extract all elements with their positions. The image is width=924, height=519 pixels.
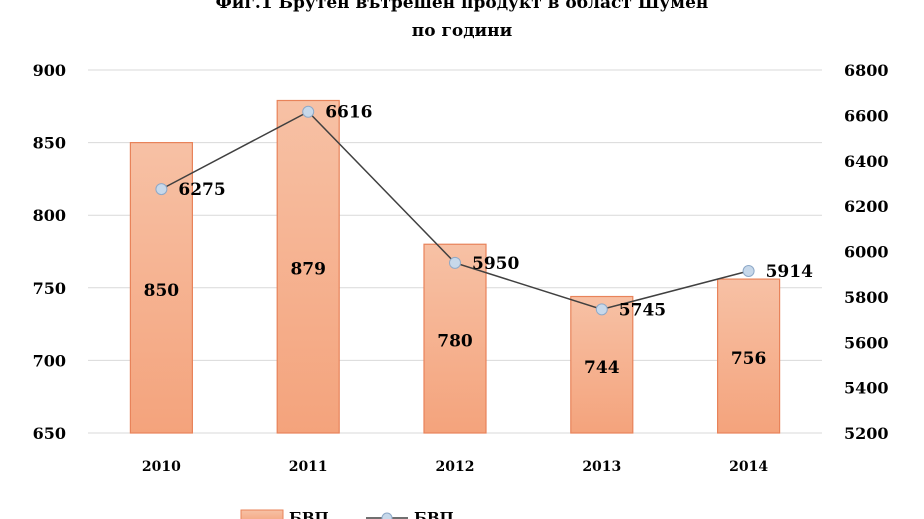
left-tick-label: 900	[33, 61, 66, 80]
bar	[570, 295, 634, 434]
right-tick-label: 5800	[844, 288, 889, 307]
x-tick-label: 2014	[729, 459, 768, 475]
x-axis: 2010 2011 2012 2013 2014	[142, 459, 768, 475]
right-axis: 5200 5400 5600 5800 6000 6200 6400 6600 6800	[844, 61, 889, 443]
legend-line-marker	[381, 512, 393, 519]
right-tick-label: 6800	[844, 61, 889, 80]
x-tick-label: 2012	[436, 459, 475, 475]
bar	[716, 278, 781, 434]
line-data-label: 6275	[178, 180, 225, 200]
right-tick-label: 6200	[844, 197, 889, 216]
right-tick-label: 6000	[844, 243, 889, 262]
bar-data-label: 756	[731, 349, 767, 369]
chart-subtitle: по години	[412, 21, 513, 41]
x-tick-label: 2013	[582, 459, 621, 475]
bar-data-label: 780	[437, 332, 473, 352]
line-point	[155, 183, 168, 196]
line-data-label: 5745	[619, 300, 666, 320]
x-tick-label: 2011	[289, 459, 328, 475]
bar-data-labels: 850 879 780 744 756	[144, 260, 767, 378]
line-data-label: 5914	[766, 262, 813, 282]
right-tick-label: 6600	[844, 106, 889, 125]
bar-data-label: 879	[290, 260, 326, 280]
left-tick-label: 800	[33, 206, 66, 225]
line-data-label: 5950	[472, 254, 519, 274]
left-axis: 650 700 750 800 850 900	[33, 61, 66, 443]
legend-bar-swatch	[240, 509, 284, 519]
bar	[423, 243, 487, 434]
bar-data-label: 850	[144, 281, 180, 301]
x-tick-label: 2010	[142, 459, 181, 475]
legend-line-label: БВП	[414, 509, 454, 519]
legend: БВП БВП	[240, 509, 454, 519]
line-point	[595, 303, 608, 316]
line-point	[449, 256, 461, 269]
left-tick-label: 700	[33, 351, 66, 370]
left-tick-label: 850	[33, 134, 66, 153]
bar	[276, 99, 340, 434]
right-tick-label: 5200	[844, 424, 889, 443]
line-data-label: 6616	[325, 103, 372, 123]
bar-series	[129, 99, 781, 434]
left-tick-label: 750	[33, 279, 66, 298]
right-tick-label: 6400	[844, 152, 889, 171]
line-series: 6275 6616 5950 5745 5914	[155, 103, 813, 320]
left-tick-label: 650	[33, 424, 66, 443]
line-point	[302, 105, 315, 118]
bar-data-label: 744	[584, 358, 620, 378]
line-point	[742, 265, 755, 278]
right-tick-label: 5600	[844, 333, 889, 352]
legend-bar-label: БВП	[289, 509, 329, 519]
right-tick-label: 5400	[844, 379, 889, 398]
chart-title: Фиг.1 Брутен вътрешен продукт в област Ш…	[216, 0, 709, 13]
